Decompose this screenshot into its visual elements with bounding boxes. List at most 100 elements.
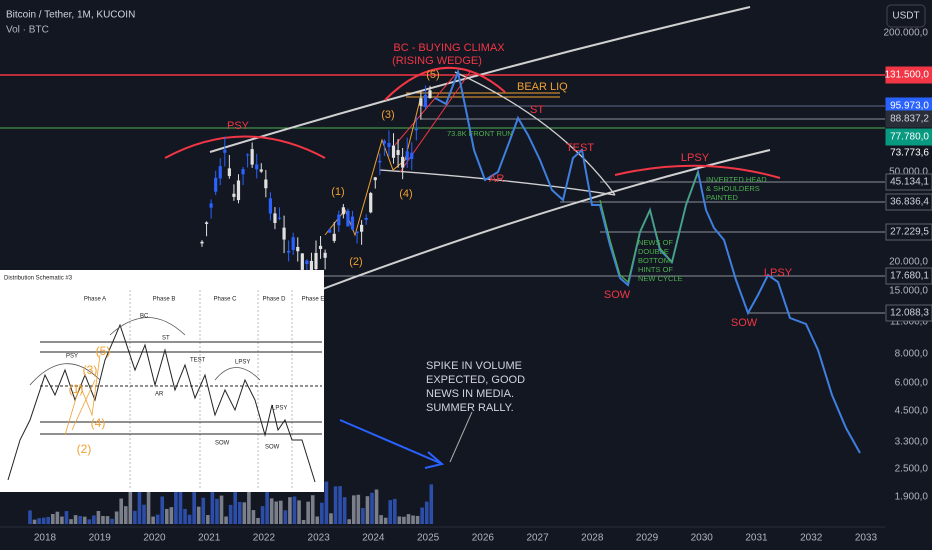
candle-body [204,222,209,224]
candle-body [232,193,236,197]
volume-bar [383,517,388,524]
inset-label: AR [155,392,164,398]
candle-body [277,217,282,219]
price-tag-bg [885,66,932,84]
inset-label: SOW [265,445,280,451]
volume-bar [237,502,242,524]
currency-button-label[interactable]: USDT [892,11,919,22]
candle-body [428,90,432,99]
price-tag: 45.134,1 [890,177,929,188]
time-axis-label: 2018 [34,533,57,544]
volume-bar [210,486,215,524]
annotation: (4) [399,188,412,200]
volume-bar [133,510,137,524]
annotation: (RISING WEDGE) [392,55,482,67]
candle-body [423,94,428,108]
candle-body [259,169,263,172]
volume-bar [361,508,365,524]
schematic-waves [64,354,101,436]
volume-bar [297,500,301,524]
candle-body [218,166,222,179]
volume-bar [292,496,297,524]
volume-bar [151,516,155,524]
volume-bar [165,508,169,524]
candle-body [382,140,386,144]
volume-bar [69,519,73,524]
price-tag: 73.773,6 [890,148,929,159]
time-axis-label: 2032 [800,533,823,544]
inset-wave: (4) [91,416,106,430]
volume-bar [78,515,82,524]
volume-bar [274,501,279,524]
annotation: (3) [381,109,394,121]
volume-bar [324,481,329,524]
volume-bar [247,484,251,524]
annotation: SOW [604,289,631,301]
lpsy-arc [614,164,781,179]
price-tag-bg [885,304,932,322]
annotation: (1) [331,186,344,198]
volume-bar [201,497,206,524]
phase-label: Phase C [213,297,237,303]
price-axis-label: 15.000,0 [889,286,928,297]
volume-bar [251,510,256,524]
volume-bar [351,495,356,524]
wedge-line [454,71,616,196]
volume-bar [32,519,37,524]
candle-body [332,233,336,241]
candle-body [346,210,350,227]
volume-bar [288,497,292,524]
time-axis-label: 2030 [691,533,714,544]
annotation: SOW [731,317,758,329]
phase-label: Phase E [302,297,325,303]
volume-bar [228,504,233,524]
candle-body [246,154,250,156]
price-axis-label: 3.300,0 [895,437,929,448]
candle-body [391,145,396,158]
price-axis-label: 8.000,0 [895,349,929,360]
candle-body [419,98,423,106]
price-axis-label: 20.000,0 [889,257,928,268]
schematic-arc [29,317,261,386]
volume-bar [370,492,374,524]
price-axis-label: 50.000,0 [889,167,928,178]
annotation: SPIKE IN VOLUME EXPECTED, GOOD NEWS IN M… [426,360,528,414]
candle-body [364,217,368,220]
volume-bar [424,501,429,524]
annotation: BC - BUYING CLIMAX [393,42,505,54]
annotation: BEAR LIQ [517,81,568,93]
inset-wave: (1) [69,382,84,396]
annotation-line: EXPECTED, GOOD [426,374,525,386]
candle-body [401,156,405,168]
volume-bar [256,517,260,524]
volume-bar [192,481,196,524]
price-tag: 95.973,0 [890,101,929,112]
volume-bar [101,515,105,524]
volume-bar [379,515,383,524]
candle-body [250,149,254,165]
price-axis-label: 200.000,0 [884,28,929,39]
volume-bar [82,516,87,524]
time-axis-label: 2022 [253,533,276,544]
volume-bar [178,488,183,524]
annotation: AR [489,173,504,185]
price-tag: 27.229,5 [890,227,929,238]
volume-bars [28,481,434,524]
annotation: (5) [426,69,439,81]
annotation: LPSY [764,267,793,279]
volume-bar [169,507,174,524]
volume-bar [55,511,60,524]
candle-body [209,203,213,208]
volume-bar [219,495,224,524]
candle-body [410,152,414,159]
annotation-line: BOTTOM, [638,256,672,265]
inset-label: PSY [66,354,78,360]
channel-bottom [319,149,771,291]
time-axis-label: 2033 [855,533,878,544]
currency-button[interactable] [886,4,926,28]
volume-bar [347,519,351,524]
time-axis-label: 2031 [745,533,768,544]
phase-label: Phase D [262,297,286,303]
time-axis-label: 2028 [581,533,604,544]
